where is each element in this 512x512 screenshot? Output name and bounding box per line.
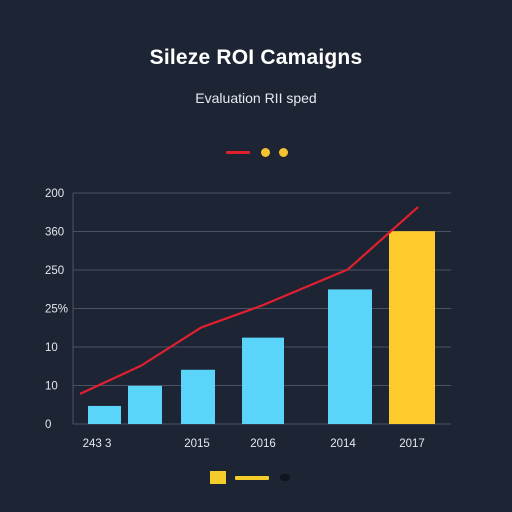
y-tick-label: 10 [45, 342, 58, 354]
legend-dot-marker [279, 148, 288, 157]
x-tick-label: 2016 [250, 438, 276, 450]
x-tick-label: 2014 [330, 438, 356, 450]
legend-dash-swatch [235, 476, 269, 480]
y-tick-label: 250 [45, 265, 64, 277]
bar-highlight [389, 231, 435, 424]
y-tick-label: 10 [45, 381, 58, 393]
bar [181, 369, 215, 424]
legend-bar-swatch [210, 471, 226, 484]
y-tick-label: 360 [45, 227, 64, 239]
y-tick-label: 25% [45, 304, 68, 316]
x-tick-label: 243 3 [83, 438, 112, 450]
legend-dot-swatch [280, 474, 290, 481]
bar [128, 385, 162, 424]
x-tick-label: 2015 [184, 438, 210, 450]
bar [88, 405, 121, 424]
legend-line-swatch [226, 151, 250, 154]
chart-subtitle: Evaluation RII sped [195, 90, 317, 106]
legend-dot-marker [261, 148, 270, 157]
legend-top [226, 146, 296, 160]
bar [328, 289, 372, 424]
legend-bottom [210, 470, 290, 486]
bar [242, 337, 284, 424]
trend-line [79, 206, 419, 395]
x-tick-label: 2017 [399, 438, 425, 450]
y-tick-label: 0 [45, 419, 51, 431]
chart-title: Sileze ROI Camaigns [149, 46, 363, 69]
y-tick-label: 200 [45, 188, 64, 200]
